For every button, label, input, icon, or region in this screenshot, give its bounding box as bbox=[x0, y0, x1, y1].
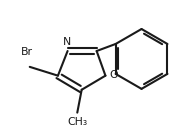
Text: O: O bbox=[110, 70, 118, 80]
Text: CH₃: CH₃ bbox=[67, 117, 88, 127]
Text: N: N bbox=[63, 37, 71, 47]
Text: Br: Br bbox=[21, 47, 33, 57]
